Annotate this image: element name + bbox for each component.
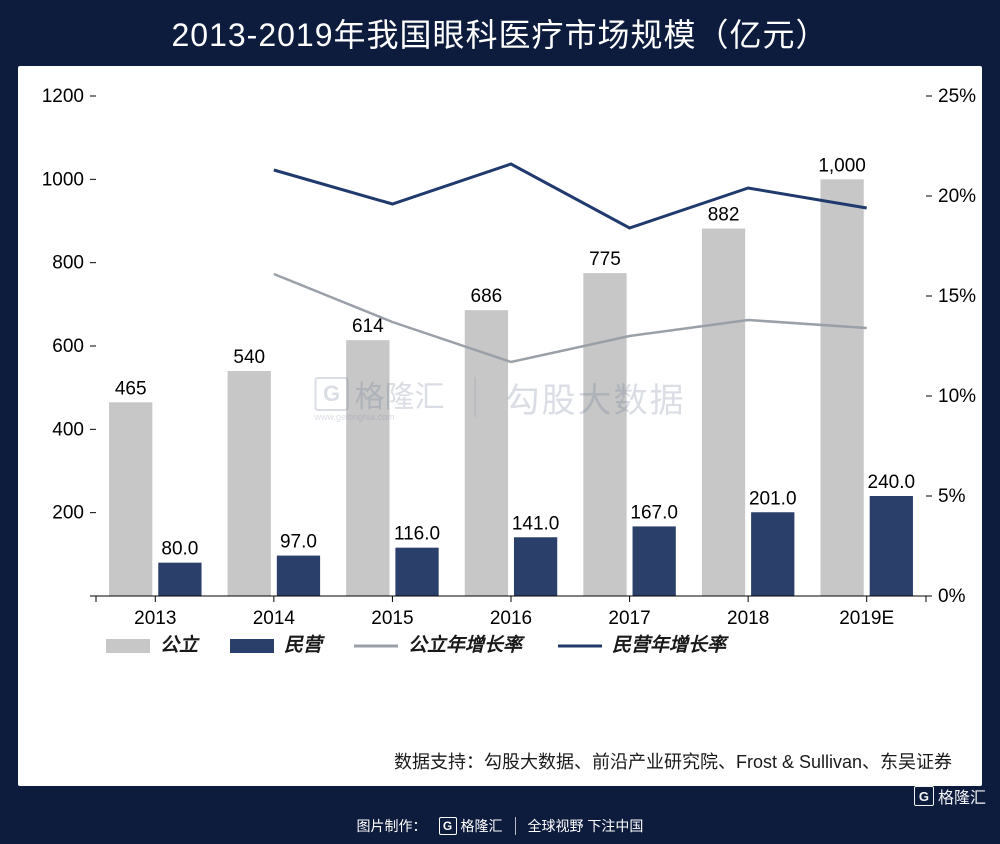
y-left-tick: 1200 [42,86,84,107]
legend-private-growth-label: 民营年增长率 [612,634,729,656]
bar-public [228,371,271,596]
footer-slogan: 全球视野 下注中国 [528,816,644,836]
y-left-tick: 200 [52,503,84,524]
bar-public [702,229,745,597]
bar-private [751,512,794,596]
y-right-tick: 25% [938,86,976,107]
y-right-tick: 5% [938,486,966,507]
bar-private-label: 116.0 [394,524,440,545]
y-right-tick: 0% [938,586,966,607]
bar-public-label: 1,000 [818,155,866,176]
footer-bar: 图片制作： G 格隆汇 全球视野 下注中国 [0,808,1000,844]
source-text: 勾股大数据、前沿产业研究院、Frost & Sullivan、东吴证券 [484,752,952,772]
data-source: 数据支持：勾股大数据、前沿产业研究院、Frost & Sullivan、东吴证券 [394,748,952,774]
bar-private [514,537,557,596]
bar-private-label: 141.0 [512,513,560,534]
bar-private [277,556,320,596]
corner-brand: 格隆汇 [938,784,986,808]
bar-private [158,563,201,596]
x-tick-label: 2016 [490,608,532,629]
chart-panel: 200 400 600 800 1000 1200 0% 5% 10% 15% 20% 25% 465 8… [18,66,982,786]
footer-brand: 格隆汇 [461,816,503,836]
chart-svg: 200 400 600 800 1000 1200 0% 5% 10% 15% 20% 25% 465 8… [18,66,982,716]
x-tick-label: 2018 [727,608,769,629]
footer-divider [515,817,516,835]
bar-private-label: 240.0 [868,472,916,493]
legend-public-label: 公立 [160,634,200,656]
y-right-tick: 15% [938,286,976,307]
bar-private [870,496,913,596]
line-private-growth [274,164,867,228]
figure-container: 2013-2019年我国眼科医疗市场规模（亿元） 200 400 600 800 100… [0,0,1000,844]
bar-public [109,402,152,596]
y-right-tick: 20% [938,186,976,207]
y-right-tick: 10% [938,386,976,407]
bar-public [346,340,389,596]
y-left-tick: 1000 [42,169,84,190]
bar-private [395,548,438,596]
bar-private-label: 80.0 [161,539,198,560]
bar-public-label: 465 [115,378,147,399]
x-tick-label: 2015 [371,608,413,629]
bar-public-label: 686 [471,286,503,307]
bar-private-label: 167.0 [630,502,678,523]
bar-public-label: 614 [352,316,384,337]
bar-private-label: 201.0 [749,488,797,509]
footer-made-by: 图片制作： [357,816,427,836]
x-tick-label: 2013 [134,608,176,629]
x-tick-label: 2017 [608,608,650,629]
legend-private-label: 民营 [284,634,325,656]
x-tick-label: 2019E [839,608,894,629]
bar-public [820,179,863,596]
bar-public-label: 882 [708,205,740,226]
legend-public-swatch [106,639,150,653]
footer-logo-icon: G [439,817,457,835]
legend-private-swatch [230,639,274,653]
chart-title: 2013-2019年我国眼科医疗市场规模（亿元） [0,10,1000,56]
bar-public-label: 775 [589,249,621,270]
footer-logo: G 格隆汇 [439,816,503,836]
bar-private-label: 97.0 [280,532,317,553]
y-left-tick: 800 [52,253,84,274]
title-bar: 2013-2019年我国眼科医疗市场规模（亿元） [0,0,1000,66]
corner-logo: G 格隆汇 [914,784,986,808]
bar-private [633,526,676,596]
bar-public [583,273,626,596]
legend-public-growth-label: 公立年增长率 [408,634,525,656]
y-left-tick: 400 [52,419,84,440]
source-prefix: 数据支持： [394,752,484,772]
bar-public-label: 540 [233,347,265,368]
x-tick-label: 2014 [253,608,296,629]
y-left-tick: 600 [52,336,84,357]
corner-logo-icon: G [914,786,934,806]
